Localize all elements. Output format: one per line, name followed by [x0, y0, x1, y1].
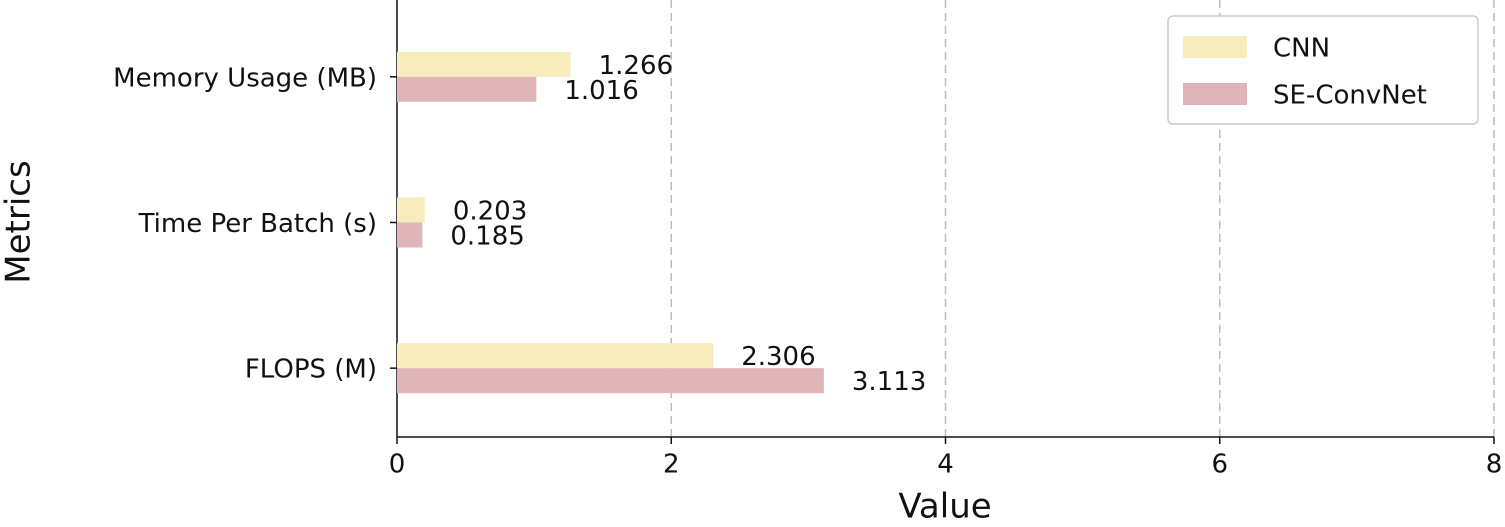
- data-label: 0.203: [453, 197, 527, 227]
- data-label: 2.306: [741, 342, 815, 372]
- legend-label: SE-ConvNet: [1273, 81, 1427, 111]
- legend-label: CNN: [1273, 34, 1330, 64]
- data-label: 1.016: [564, 76, 638, 106]
- x-tick-label: 4: [937, 450, 954, 480]
- x-tick-label: 2: [663, 450, 680, 480]
- bar: [397, 343, 714, 369]
- legend-swatch: [1183, 36, 1247, 58]
- y-axis-label: Metrics: [0, 160, 39, 283]
- x-tick-label: 0: [389, 450, 406, 480]
- x-tick-label: 8: [1486, 450, 1503, 480]
- data-label: 0.185: [450, 222, 524, 252]
- bar: [397, 76, 537, 102]
- data-label: 1.266: [599, 51, 673, 81]
- data-label: 3.113: [852, 367, 926, 397]
- bar: [397, 222, 423, 248]
- y-tick-label: Time Per Batch (s): [138, 209, 377, 239]
- legend-swatch: [1183, 83, 1247, 105]
- x-tick-label: 6: [1211, 450, 1228, 480]
- bar: [397, 51, 571, 77]
- bar: [397, 368, 824, 394]
- bar: [397, 197, 425, 223]
- y-tick-label: FLOPS (M): [245, 355, 377, 385]
- y-tick-label: Memory Usage (MB): [113, 63, 377, 93]
- x-axis-label: Value: [898, 487, 991, 527]
